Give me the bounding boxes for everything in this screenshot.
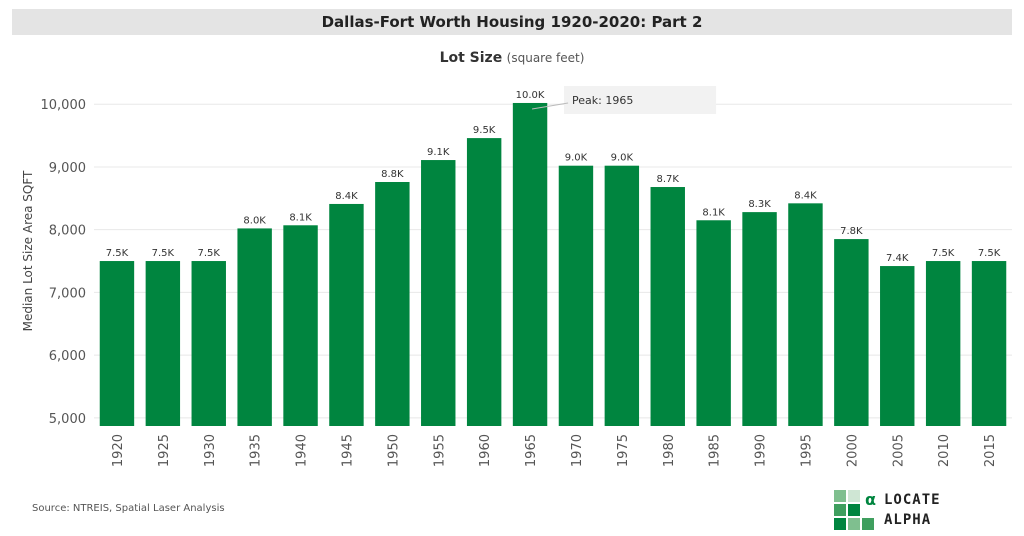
logo: α LOCATE ALPHA	[832, 488, 1012, 532]
y-tick-label: 7,000	[49, 286, 86, 301]
bar	[696, 220, 731, 426]
logo-mark: α	[834, 490, 876, 530]
y-tick-label: 5,000	[49, 412, 86, 427]
bar	[375, 182, 410, 426]
x-tick-label: 1950	[386, 434, 401, 467]
data-label: 8.8K	[381, 169, 404, 180]
data-label: 8.1K	[702, 207, 725, 218]
data-label: 10.0K	[516, 90, 545, 101]
bar	[329, 203, 364, 426]
bar	[788, 203, 823, 426]
x-tick-label: 1955	[432, 434, 447, 467]
annotation-leader-line	[531, 102, 569, 110]
x-tick-label: 2010	[937, 434, 952, 467]
y-tick-label: 6,000	[49, 349, 86, 364]
y-axis-label: Median Lot Size Area SQFT	[21, 170, 35, 331]
page-title: Dallas-Fort Worth Housing 1920-2020: Par…	[321, 13, 703, 31]
annotation-text: Peak: 1965	[572, 94, 633, 107]
data-label: 8.4K	[335, 191, 358, 202]
x-tick-label: 1970	[570, 434, 585, 467]
x-tick-label: 2015	[983, 434, 998, 467]
bar	[145, 261, 181, 426]
bar	[191, 261, 226, 426]
bar	[834, 239, 869, 426]
x-tick-label: 2000	[845, 434, 860, 467]
bar	[558, 165, 594, 426]
x-tick-label: 1990	[754, 434, 769, 467]
data-label: 8.7K	[657, 174, 680, 185]
logo-text-line2: ALPHA	[884, 512, 932, 528]
x-tick-label: 1980	[662, 434, 677, 467]
chart-title: Lot Size (square feet)	[0, 50, 1024, 66]
bar	[925, 261, 961, 426]
bar	[421, 160, 456, 427]
bar	[880, 266, 915, 426]
data-label: 9.0K	[611, 153, 634, 164]
bar	[466, 138, 502, 426]
bar	[512, 102, 548, 427]
x-tick-label: 1995	[799, 434, 814, 467]
x-tick-label: 1920	[111, 434, 126, 467]
data-label: 7.5K	[198, 248, 221, 259]
data-label: 9.5K	[473, 125, 496, 136]
data-label: 8.3K	[748, 199, 771, 210]
data-label: 7.5K	[978, 248, 1001, 259]
data-label: 8.0K	[243, 215, 266, 226]
data-label: 9.1K	[427, 147, 450, 158]
y-tick-label: 9,000	[49, 161, 86, 176]
bar	[237, 228, 272, 426]
bar-chart: 5,000 6,000 7,000 8,000 9,000 10,000 Median Lo…	[21, 86, 1012, 467]
x-tick-label: 1985	[708, 434, 723, 467]
chart-title-sub: (square feet)	[506, 51, 585, 65]
x-tick-label: 1940	[295, 434, 310, 467]
bar	[650, 187, 685, 426]
source-note: Source: NTREIS, Spatial Laser Analysis	[32, 503, 225, 514]
chart-title-main: Lot Size	[439, 50, 503, 66]
bar	[604, 165, 640, 426]
bar	[283, 225, 318, 426]
x-tick-label: 1945	[340, 434, 355, 467]
data-label: 7.8K	[840, 226, 863, 237]
bar	[99, 261, 135, 426]
data-label: 8.4K	[794, 190, 817, 201]
logo-text-line1: LOCATE	[884, 492, 941, 508]
x-tick-label: 1935	[249, 434, 264, 467]
x-tick-label: 1930	[203, 434, 218, 467]
logo-alpha-glyph: α	[865, 490, 876, 509]
x-tick-label: 1925	[157, 434, 172, 467]
bar	[742, 212, 777, 426]
data-label: 7.4K	[886, 253, 909, 264]
logo-text: LOCATE ALPHA	[884, 490, 941, 530]
x-tick-label: 1960	[478, 434, 493, 467]
x-tick-label: 2005	[891, 434, 906, 467]
y-tick-label: 8,000	[49, 224, 86, 239]
bar	[971, 261, 1007, 426]
data-label: 8.1K	[289, 212, 312, 223]
title-banner: Dallas-Fort Worth Housing 1920-2020: Par…	[12, 9, 1012, 35]
annotation-box	[564, 86, 717, 114]
y-tick-label: 10,000	[41, 98, 87, 113]
x-tick-label: 1965	[524, 434, 539, 467]
data-label: 9.0K	[565, 153, 588, 164]
data-label: 7.5K	[106, 248, 129, 259]
x-tick-label: 1975	[616, 434, 631, 467]
data-label: 7.5K	[932, 248, 955, 259]
data-label: 7.5K	[152, 248, 175, 259]
